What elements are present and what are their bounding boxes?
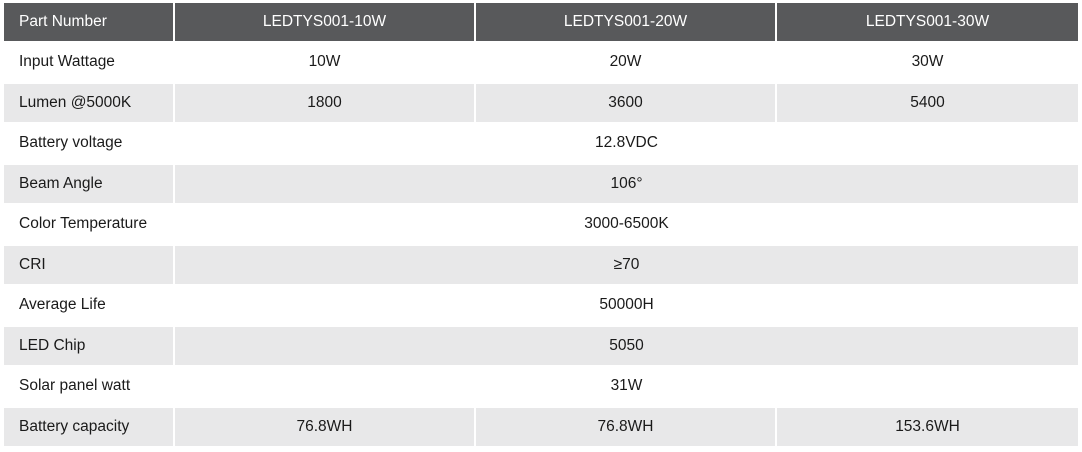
row-value: 12.8VDC xyxy=(175,124,1078,165)
row-label: Color Temperature xyxy=(4,205,175,246)
row-label: CRI xyxy=(4,245,175,286)
row-label: Average Life xyxy=(4,286,175,327)
row-label: Beam Angle xyxy=(4,164,175,205)
table-row: LED Chip 5050 xyxy=(4,326,1078,367)
row-value: 20W xyxy=(476,43,777,84)
header-row: Part Number LEDTYS001-10W LEDTYS001-20W … xyxy=(4,3,1078,43)
model-header-30w: LEDTYS001-30W xyxy=(777,3,1078,43)
row-value: 50000H xyxy=(175,286,1078,327)
table-row: Beam Angle 106° xyxy=(4,164,1078,205)
row-label: Solar panel watt xyxy=(4,367,175,408)
table-row: Lumen @5000K 1800 3600 5400 xyxy=(4,83,1078,124)
model-header-20w: LEDTYS001-20W xyxy=(476,3,777,43)
row-value: 3000-6500K xyxy=(175,205,1078,246)
spec-table: Part Number LEDTYS001-10W LEDTYS001-20W … xyxy=(4,3,1078,448)
table-header: Part Number LEDTYS001-10W LEDTYS001-20W … xyxy=(4,3,1078,43)
table-body: Input Wattage 10W 20W 30W Lumen @5000K 1… xyxy=(4,43,1078,448)
table-row: Color Temperature 3000-6500K xyxy=(4,205,1078,246)
table-row: Battery voltage 12.8VDC xyxy=(4,124,1078,165)
table-row: Battery capacity 76.8WH 76.8WH 153.6WH xyxy=(4,407,1078,448)
row-label: Battery voltage xyxy=(4,124,175,165)
row-value: 106° xyxy=(175,164,1078,205)
row-label: Input Wattage xyxy=(4,43,175,84)
table-row: Solar panel watt 31W xyxy=(4,367,1078,408)
row-value: 153.6WH xyxy=(777,407,1078,448)
row-value: 31W xyxy=(175,367,1078,408)
row-value: 30W xyxy=(777,43,1078,84)
model-header-10w: LEDTYS001-10W xyxy=(175,3,476,43)
part-number-header: Part Number xyxy=(4,3,175,43)
row-label: Battery capacity xyxy=(4,407,175,448)
row-label: LED Chip xyxy=(4,326,175,367)
table-row: Average Life 50000H xyxy=(4,286,1078,327)
row-value: 5400 xyxy=(777,83,1078,124)
table-row: Input Wattage 10W 20W 30W xyxy=(4,43,1078,84)
row-label: Lumen @5000K xyxy=(4,83,175,124)
row-value: 76.8WH xyxy=(175,407,476,448)
row-value: 3600 xyxy=(476,83,777,124)
table-row: CRI ≥70 xyxy=(4,245,1078,286)
row-value: 10W xyxy=(175,43,476,84)
row-value: 5050 xyxy=(175,326,1078,367)
row-value: 1800 xyxy=(175,83,476,124)
row-value: 76.8WH xyxy=(476,407,777,448)
row-value: ≥70 xyxy=(175,245,1078,286)
